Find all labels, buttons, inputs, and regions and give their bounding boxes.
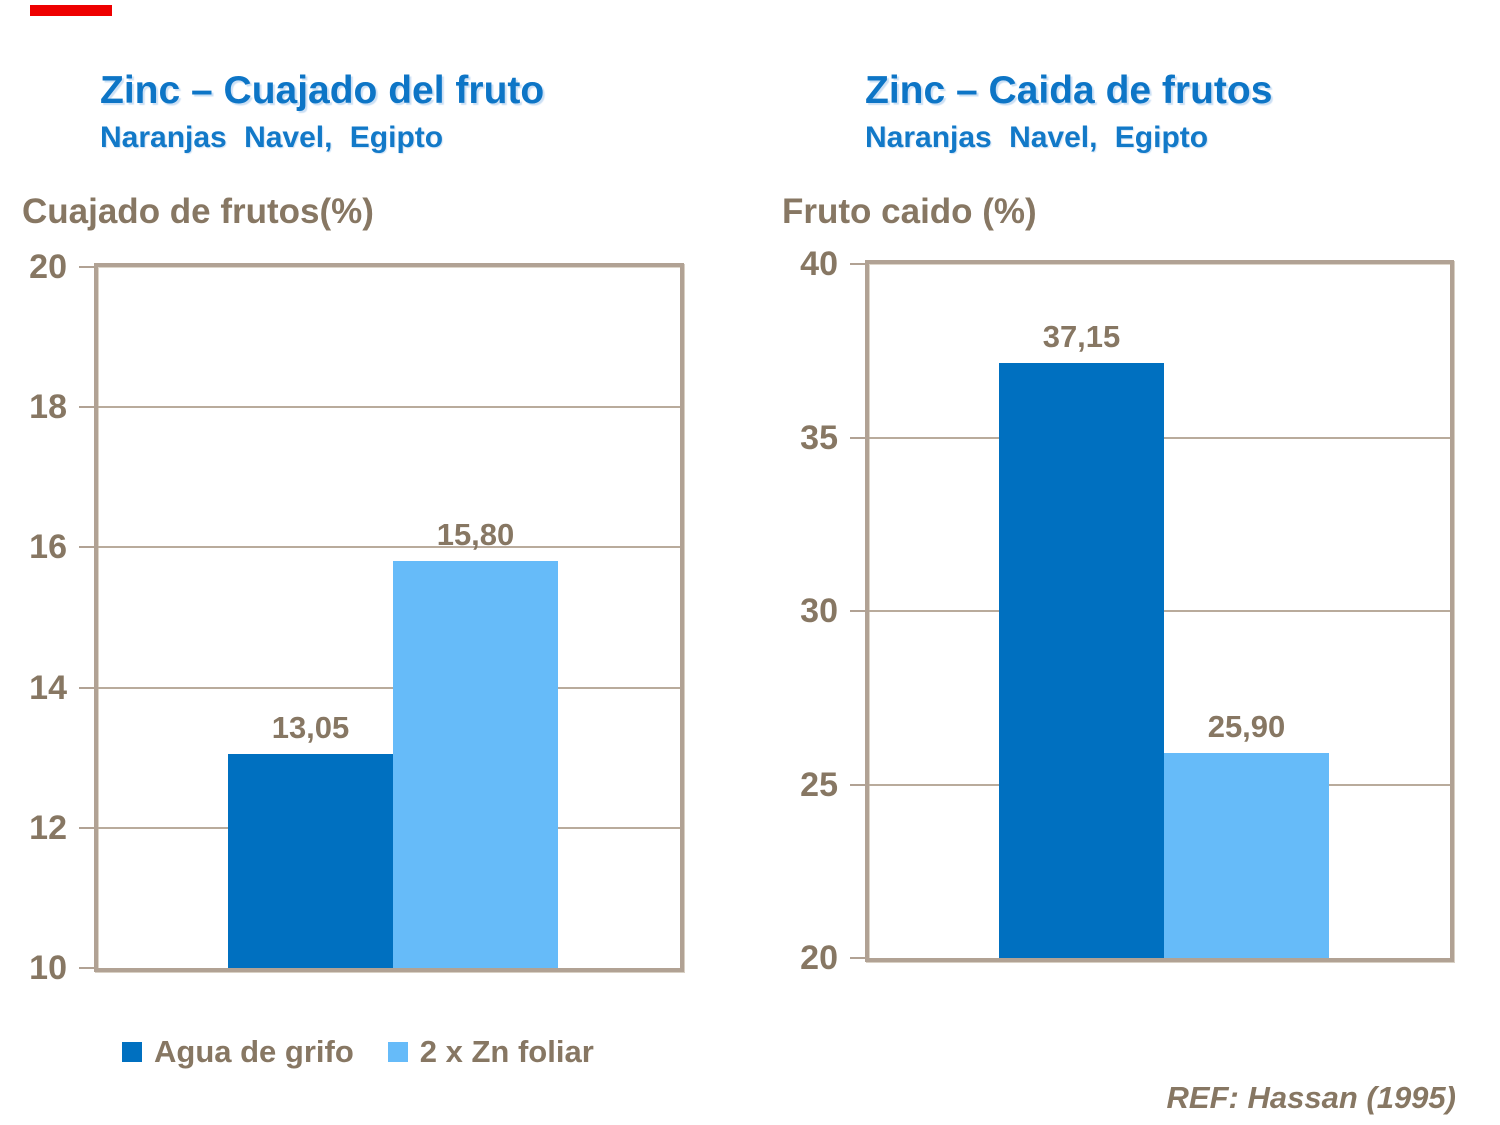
- legend-label: Agua de grifo: [154, 1034, 354, 1069]
- left-plot-area: 13,05 15,80: [94, 263, 684, 972]
- y-tick-mark: [79, 686, 94, 689]
- legend-swatch-dark-blue: [122, 1042, 142, 1062]
- y-tick-mark: [79, 967, 94, 969]
- left-y-axis-title: Cuajado de frutos(%): [22, 192, 374, 231]
- y-tick-label: 14: [29, 668, 67, 707]
- right-plot-area: 37,15 25,90: [865, 260, 1454, 962]
- y-tick-mark: [79, 266, 94, 268]
- y-tick-label: 20: [29, 248, 67, 286]
- y-tick-label: 40: [800, 245, 838, 283]
- y-tick-mark: [79, 406, 94, 409]
- y-tick-label: 35: [800, 418, 838, 457]
- y-tick-label: 18: [29, 388, 67, 427]
- legend-item-2x-zn-foliar: 2 x Zn foliar: [387, 1034, 594, 1070]
- left-chart-subtitle: Naranjas Navel, Egipto: [100, 120, 444, 154]
- accent-bar: [30, 5, 112, 16]
- legend-label: 2 x Zn foliar: [419, 1034, 594, 1069]
- gridline: [98, 686, 680, 689]
- legend: Agua de grifo 2 x Zn foliar: [122, 1034, 594, 1070]
- y-tick-mark: [79, 546, 94, 549]
- gridline: [98, 546, 680, 549]
- bar-value-label: 25,90: [1207, 709, 1286, 745]
- y-tick-mark: [850, 783, 865, 786]
- reference-note: REF: Hassan (1995): [1166, 1080, 1456, 1115]
- y-tick-mark: [79, 826, 94, 829]
- left-chart-title-block: Zinc – Cuajado del fruto Naranjas Navel,…: [100, 69, 545, 155]
- left-chart-title: Zinc – Cuajado del fruto: [100, 69, 545, 112]
- right-chart-title-block: Zinc – Caida de frutos Naranjas Navel, E…: [865, 69, 1273, 155]
- legend-item-agua-de-grifo: Agua de grifo: [122, 1034, 354, 1070]
- y-tick-mark: [850, 610, 865, 612]
- right-chart-title: Zinc – Caida de frutos: [865, 69, 1273, 112]
- bar-2-x-zn-foliar: [1164, 753, 1329, 958]
- bar-value-label: 37,15: [1042, 318, 1121, 354]
- bar-agua-de-grifo: [999, 362, 1164, 958]
- y-tick-label: 10: [29, 949, 67, 987]
- y-tick-label: 20: [800, 939, 838, 977]
- left-bar-chart: Cuajado de frutos(%) 13,05 15,80 10 12 14 16…: [0, 190, 740, 990]
- bar-2-x-zn-foliar: [393, 561, 558, 968]
- y-tick-label: 16: [29, 528, 67, 567]
- bar-agua-de-grifo: [228, 754, 393, 968]
- bar-value-label: 15,80: [436, 517, 515, 553]
- y-tick-label: 12: [29, 808, 67, 847]
- y-tick-label: 30: [800, 592, 838, 630]
- legend-swatch-light-blue: [387, 1042, 408, 1062]
- y-tick-mark: [850, 436, 865, 439]
- right-bar-chart: Fruto caido (%) 37,15 25,90 20 25 30 35 40: [770, 190, 1500, 990]
- y-tick-mark: [850, 957, 865, 959]
- bar-value-label: 13,05: [271, 710, 350, 746]
- gridline: [98, 406, 680, 409]
- right-chart-subtitle: Naranjas Navel, Egipto: [865, 120, 1209, 154]
- right-y-axis-title: Fruto caido (%): [782, 192, 1037, 231]
- y-tick-label: 25: [800, 765, 838, 804]
- y-tick-mark: [850, 263, 865, 265]
